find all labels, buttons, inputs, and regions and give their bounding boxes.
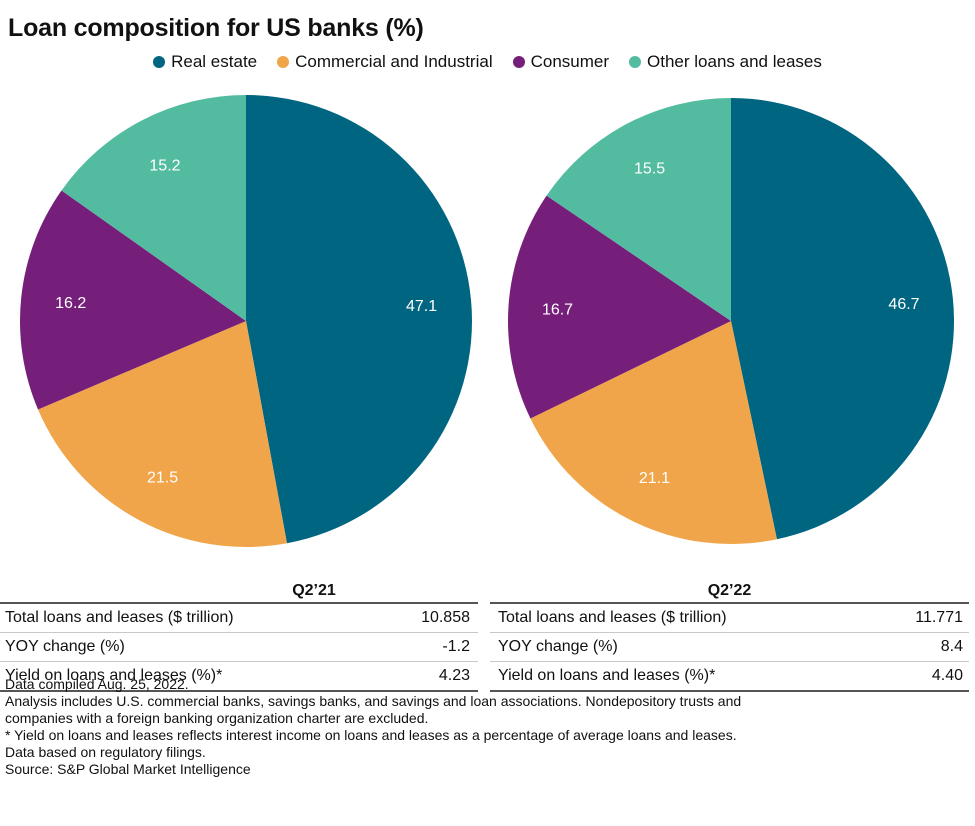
data-label-real-estate: 46.7 (888, 296, 919, 313)
row-value: -1.2 (442, 638, 470, 655)
footnotes: Data compiled Aug. 25, 2022. Analysis in… (5, 676, 965, 778)
note-line: companies with a foreign banking organiz… (5, 710, 429, 726)
row-label: Yield on loans and leases (%)* (498, 667, 716, 684)
note-line: Source: S&P Global Market Intelligence (5, 761, 251, 777)
table-header: Q2’22 (490, 580, 969, 604)
pie-slice-consumer (508, 195, 731, 419)
row-label: Total loans and leases ($ trillion) (498, 609, 727, 626)
data-label-commercial-and-industrial: 21.5 (147, 469, 178, 486)
summary-table-q2-22: Q2’22 Total loans and leases ($ trillion… (490, 580, 969, 692)
pie-chart-q2-21: 47.1 21.5 16.2 15.2 (19, 95, 472, 547)
table-row: YOY change (%) 8.4 (490, 633, 969, 662)
note-line: Data compiled Aug. 25, 2022. (5, 676, 189, 692)
data-label-real-estate: 47.1 (406, 298, 437, 315)
row-value: 4.23 (438, 667, 470, 684)
pie-slice-commercial-and-industrial (530, 321, 777, 545)
legend-swatch-other-loans (629, 56, 642, 68)
note-line: Analysis includes U.S. commercial banks,… (5, 693, 742, 709)
pie-slice-consumer (19, 190, 247, 410)
table-row: Total loans and leases ($ trillion) 11.7… (490, 604, 969, 633)
pie-slice-real-estate (246, 95, 472, 544)
data-label-other-loans-and-leases: 15.5 (634, 160, 665, 177)
row-value: 4.40 (931, 667, 963, 684)
legend-label-real-estate: Real estate (171, 52, 258, 71)
row-value: 10.858 (421, 609, 470, 626)
table-header: Q2’21 (0, 580, 478, 604)
row-value: 8.4 (940, 638, 963, 655)
row-label: Yield on loans and leases (%)* (5, 667, 223, 684)
pie-chart-q2-22: 46.7 21.1 16.7 15.5 (508, 98, 955, 545)
legend-item-consumer: Consumer (512, 52, 610, 72)
legend-swatch-consumer (512, 56, 525, 68)
row-value: 11.771 (915, 609, 963, 626)
pie-charts: 47.1 21.5 16.2 15.2 46.7 21.1 16.7 15.5 (19, 95, 955, 547)
row-label: YOY change (%) (5, 638, 125, 655)
note-line: * Yield on loans and leases reflects int… (5, 727, 737, 743)
legend-swatch-real-estate (153, 56, 166, 68)
legend-label-consumer: Consumer (530, 52, 610, 71)
table-row: Yield on loans and leases (%)* 4.23 (0, 662, 478, 692)
pie-slice-other-loans-and-leases (61, 95, 247, 321)
legend-label-commercial-industrial: Commercial and Industrial (295, 52, 493, 71)
data-label-consumer: 16.2 (55, 295, 86, 312)
pie-slice-commercial-and-industrial (38, 321, 287, 547)
legend-item-real-estate: Real estate (153, 52, 257, 72)
pie-slice-other-loans-and-leases (546, 98, 731, 321)
pie-slice-real-estate (731, 98, 955, 540)
table-row: Total loans and leases ($ trillion) 10.8… (0, 604, 478, 633)
data-label-consumer: 16.7 (542, 301, 573, 318)
row-label: Total loans and leases ($ trillion) (5, 609, 234, 626)
legend-item-commercial-industrial: Commercial and Industrial (277, 52, 493, 72)
legend-label-other-loans: Other loans and leases (647, 52, 822, 71)
note-line: Data based on regulatory filings. (5, 744, 206, 760)
data-label-commercial-and-industrial: 21.1 (639, 470, 670, 487)
legend: Real estate Commercial and Industrial Co… (0, 50, 975, 74)
data-label-other-loans-and-leases: 15.2 (149, 157, 180, 174)
chart-title: Loan composition for US banks (%) (8, 14, 424, 42)
legend-item-other-loans: Other loans and leases (629, 52, 822, 72)
table-row: YOY change (%) -1.2 (0, 633, 478, 662)
table-row: Yield on loans and leases (%)* 4.40 (490, 662, 969, 692)
summary-table-q2-21: Q2’21 Total loans and leases ($ trillion… (0, 580, 478, 692)
legend-swatch-commercial-industrial (277, 56, 290, 68)
row-label: YOY change (%) (498, 638, 618, 655)
